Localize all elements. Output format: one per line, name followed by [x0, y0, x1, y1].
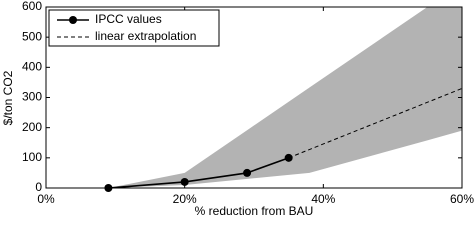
x-tick-label: 40%	[311, 192, 335, 206]
y-axis-label: $/ton CO2	[1, 70, 15, 125]
y-tick-label: 400	[22, 60, 42, 74]
y-tick-label: 0	[35, 180, 42, 194]
series-line	[108, 157, 289, 189]
legend-marker	[69, 16, 77, 24]
plot-frame	[45, 6, 463, 189]
x-tick-label: 20%	[173, 192, 197, 206]
y-tick-label: 600	[22, 0, 42, 13]
y-tick-label: 500	[22, 29, 42, 43]
legend-label: IPCC values	[95, 12, 162, 26]
y-tick-label: 300	[22, 90, 42, 104]
x-axis-label: % reduction from BAU	[195, 204, 314, 218]
series-marker	[180, 177, 189, 186]
legend-box	[48, 9, 220, 47]
series-marker	[104, 184, 113, 192]
x-tick-label: 60%	[450, 192, 474, 206]
x-tick-label: 0%	[37, 192, 55, 206]
series-marker	[243, 168, 252, 177]
y-tick-label: 100	[22, 150, 42, 164]
chart: % reduction from BAU $/ton CO2 0% 20% 40% 6…	[1, 0, 474, 218]
series-line	[288, 87, 463, 159]
y-tick-label: 200	[22, 120, 42, 134]
uncertainty-band	[108, 7, 463, 188]
legend-label: linear extrapolation	[95, 29, 196, 43]
